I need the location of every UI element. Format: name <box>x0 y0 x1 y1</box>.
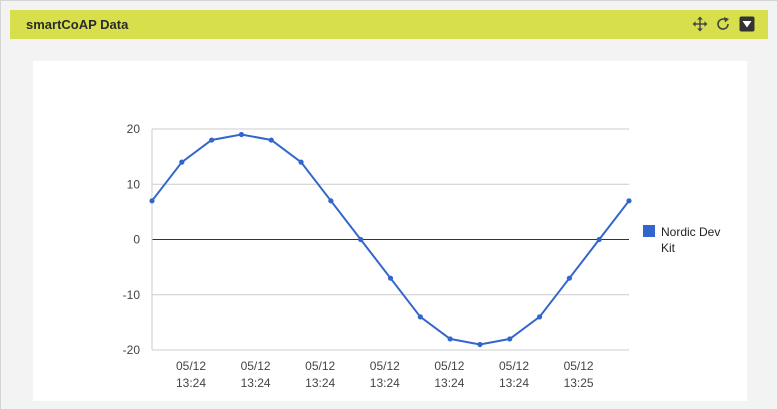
data-point <box>179 159 185 165</box>
x-tick-label: 05/12 <box>305 359 335 373</box>
chart-panel: 20 10 0 -10 -20 05/12 13:24 05/12 13:24 05/12 13:2… <box>33 61 747 401</box>
collapse-down-icon[interactable] <box>739 16 755 32</box>
data-point <box>268 137 274 143</box>
x-tick-label: 05/12 <box>241 359 271 373</box>
y-tick-label: 10 <box>127 177 141 191</box>
data-point <box>358 236 364 243</box>
x-tick-label: 13:24 <box>176 376 206 390</box>
data-point <box>566 275 572 281</box>
data-point <box>417 314 423 320</box>
widget-header: smartCoAP Data <box>10 10 768 39</box>
data-point <box>596 236 602 243</box>
legend-swatch <box>643 225 655 237</box>
x-tick-label: 13:24 <box>370 376 400 390</box>
y-tick-label: 0 <box>133 233 140 247</box>
data-point <box>536 314 543 320</box>
y-tick-label: -10 <box>123 288 141 302</box>
y-tick-label: -20 <box>123 343 141 357</box>
data-point <box>387 275 394 281</box>
legend-label: Nordic Dev Kit <box>661 225 720 255</box>
data-point <box>507 336 513 342</box>
widget-title: smartCoAP Data <box>26 17 129 32</box>
data-point <box>328 198 334 204</box>
data-point <box>209 137 215 143</box>
move-arrows-icon[interactable] <box>692 16 708 32</box>
x-tick-label: 13:24 <box>499 376 529 390</box>
x-tick-label: 13:24 <box>241 376 271 390</box>
x-tick-label: 13:24 <box>305 376 335 390</box>
refresh-icon[interactable] <box>715 16 731 32</box>
x-tick-label: 05/12 <box>434 359 464 373</box>
x-tick-label: 13:25 <box>564 376 594 390</box>
x-tick-label: 05/12 <box>499 359 529 373</box>
data-point <box>477 341 483 348</box>
data-point <box>149 198 155 204</box>
data-point <box>447 336 453 342</box>
x-tick-label: 05/12 <box>370 359 400 373</box>
data-point <box>626 198 632 204</box>
x-tick-label: 05/12 <box>176 359 206 373</box>
data-point <box>298 159 304 165</box>
x-tick-label: 05/12 <box>564 359 594 373</box>
x-tick-label: 13:24 <box>434 376 464 390</box>
data-point <box>238 131 245 138</box>
line-chart: 20 10 0 -10 -20 05/12 13:24 05/12 13:24 05/12 13:2… <box>123 122 721 390</box>
y-tick-label: 20 <box>127 122 141 136</box>
